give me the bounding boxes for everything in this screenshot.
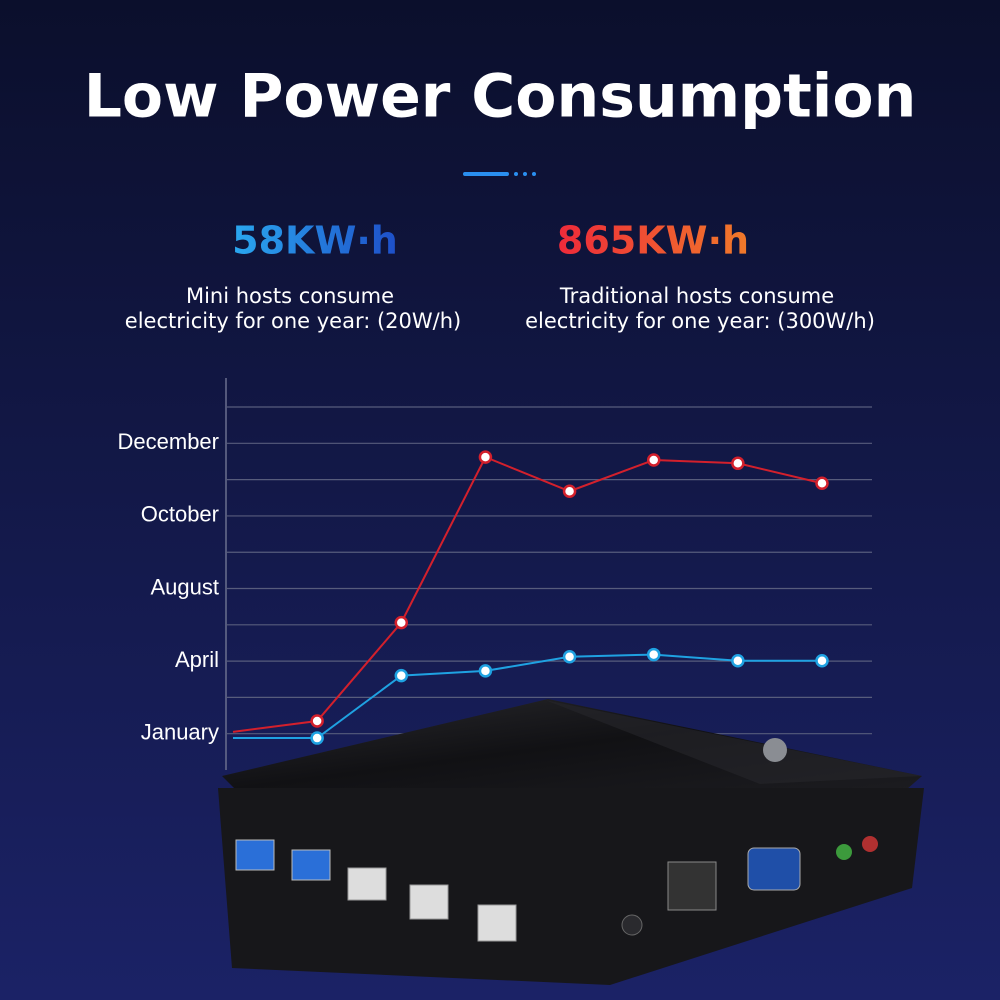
device-front xyxy=(218,788,924,985)
y-tick-label: April xyxy=(175,647,219,672)
y-tick-label: October xyxy=(141,502,219,527)
point-marker xyxy=(815,476,829,491)
stat-description: Mini hosts consume xyxy=(186,284,394,308)
point-marker xyxy=(394,668,409,683)
device-reflection xyxy=(545,700,922,784)
usb-port xyxy=(235,839,275,871)
series-line xyxy=(232,455,823,733)
y-tick-label: January xyxy=(141,720,219,745)
point-marker xyxy=(562,650,577,664)
point-marker xyxy=(731,653,745,668)
point-marker xyxy=(478,664,493,678)
title: Low Power Consumption xyxy=(84,62,917,132)
mini-pc xyxy=(218,699,924,985)
point-marker xyxy=(646,453,661,467)
stat-description: electricity for one year: (20W/h) xyxy=(125,309,461,333)
ethernet-port xyxy=(667,861,717,911)
stat-description: electricity for one year: (300W/h) xyxy=(525,309,875,333)
point-marker xyxy=(310,714,324,728)
series-line xyxy=(233,653,822,740)
point-marker xyxy=(394,615,409,630)
power-button xyxy=(763,738,787,762)
vga-port xyxy=(747,847,801,891)
point-marker xyxy=(731,456,745,471)
audio-port xyxy=(836,844,852,860)
usb-port xyxy=(347,867,387,901)
stat-value: 58KW·h xyxy=(232,219,398,263)
audio-port xyxy=(862,836,878,852)
point-marker xyxy=(562,484,577,498)
point-marker xyxy=(646,647,661,662)
divider-dot xyxy=(523,172,527,176)
usb-port xyxy=(409,884,449,920)
stat-value: 865KW·h xyxy=(557,219,749,263)
usb-port xyxy=(477,904,517,942)
y-tick-label: December xyxy=(118,429,219,454)
divider xyxy=(463,172,509,176)
power-jack xyxy=(621,914,643,936)
stat-description: Traditional hosts consume xyxy=(559,284,834,308)
divider-dot xyxy=(532,172,536,176)
usb-port xyxy=(291,849,331,881)
y-tick-label: August xyxy=(151,574,220,599)
point-marker xyxy=(478,450,493,464)
divider-dot xyxy=(514,172,518,176)
point-marker xyxy=(310,731,324,745)
point-marker xyxy=(815,653,829,668)
plot: January April August October December xyxy=(118,406,872,745)
